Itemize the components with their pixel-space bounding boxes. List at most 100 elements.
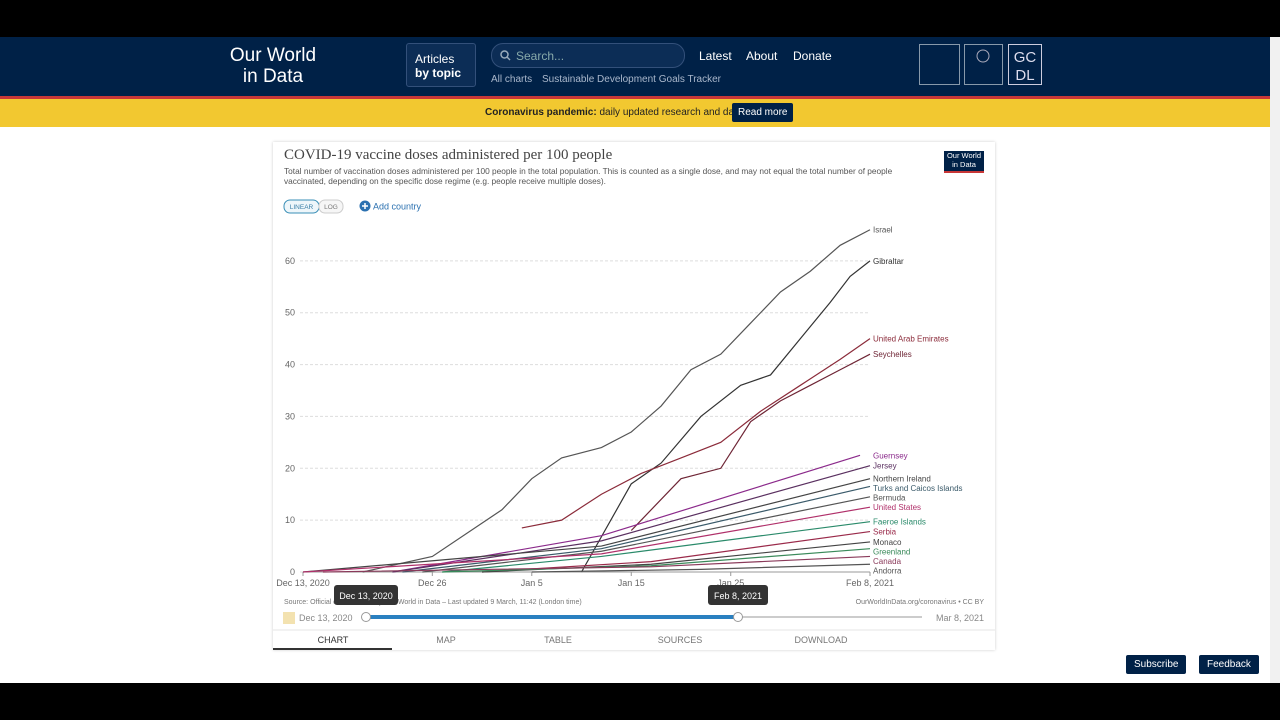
series-label: Serbia [873, 528, 897, 537]
series-label: United States [873, 503, 921, 512]
x-tick-label: Jan 5 [521, 578, 543, 588]
header-accent [0, 96, 1270, 99]
series-line [442, 548, 871, 573]
tab[interactable]: CHART [318, 635, 349, 645]
series-label: Faeroe Islands [873, 518, 926, 527]
tooltip-end [708, 585, 768, 605]
read-more-button[interactable]: Read more [732, 103, 794, 122]
svg-text:DL: DL [1015, 67, 1034, 84]
timeline-start: Dec 13, 2020 [299, 613, 353, 623]
svg-text:GC: GC [1014, 49, 1037, 66]
owid-badge-accent [944, 171, 984, 173]
series-label: Northern Ireland [873, 475, 931, 484]
chart-source: Source: Official data collated by Our Wo… [284, 599, 582, 606]
x-tick-label: Jan 15 [618, 578, 645, 588]
series-label: Greenland [873, 547, 910, 556]
series-label: Gibraltar [873, 257, 904, 266]
series-label: Seychelles [873, 350, 912, 359]
series-line [531, 563, 871, 573]
y-tick-label: 40 [285, 360, 295, 370]
partner-logos: GC DL [919, 44, 1042, 85]
page: Our World in Data Articles by topic Sear… [0, 37, 1270, 683]
sub-link[interactable]: Sustainable Development Goals Tracker [542, 74, 721, 85]
x-tick-label: Feb 8, 2021 [846, 578, 894, 588]
search-box[interactable]: Search... [491, 43, 685, 68]
tabs: CHART MAP TABLE SOURCES DOWNLOAD [273, 635, 848, 650]
site-header: Our World in Data Articles by topic Sear… [0, 37, 1270, 96]
series-line [442, 521, 871, 573]
plot-area: 0 10 20 30 40 50 60 Dec 13, 2020 Dec 26 Jan 5 Jan … [276, 226, 962, 588]
log-label: LOG [324, 204, 338, 211]
search-placeholder: Search... [516, 49, 565, 63]
x-tick-label: Dec 26 [418, 578, 447, 588]
series-line [392, 465, 871, 573]
add-country[interactable]: Add country [373, 202, 422, 212]
log-button[interactable] [318, 199, 344, 214]
tab[interactable]: SOURCES [658, 635, 703, 645]
feedback-button[interactable]: Feedback [1199, 655, 1259, 674]
series-label: Canada [873, 557, 902, 566]
chart-subtitle: Total number of vaccination doses admini… [284, 166, 893, 176]
chart-subtitle: vaccinated, depending on the specific do… [284, 176, 606, 186]
timeline-handle[interactable] [361, 612, 371, 622]
search-icon [500, 50, 511, 61]
play-button[interactable] [283, 612, 295, 624]
by-topic-label: by topic [415, 66, 462, 80]
logo-line: Our World [229, 45, 317, 66]
badge-text: Our World [947, 151, 981, 160]
subscribe-button[interactable]: Subscribe [1126, 655, 1187, 674]
chart-title: COVID-19 vaccine doses administered per … [284, 147, 613, 163]
banner-text: Coronavirus pandemic: daily updated rese… [485, 107, 745, 118]
articles-label: Articles [415, 52, 455, 66]
series-label: Turks and Caicos Islands [873, 484, 963, 493]
series-line [302, 506, 871, 573]
linear-label: LINEAR [290, 204, 314, 211]
series-line [630, 353, 871, 531]
y-tick-label: 20 [285, 463, 295, 473]
series-line [521, 338, 871, 529]
timeline-range [366, 615, 738, 619]
x-tick-label: Jan 25 [717, 578, 744, 588]
series-label: Andorra [873, 566, 902, 575]
series-line [322, 555, 871, 573]
announcement-banner: Coronavirus pandemic: daily updated rese… [0, 99, 1270, 127]
articles-button[interactable]: Articles by topic [406, 43, 476, 87]
series-line [422, 496, 871, 573]
tooltip-end-label: Feb 8, 2021 [714, 591, 762, 601]
owid-badge [944, 151, 984, 173]
y-tick-label: 30 [285, 411, 295, 421]
tab[interactable]: DOWNLOAD [794, 635, 848, 645]
chart-card: COVID-19 vaccine doses administered per … [273, 142, 995, 650]
scrollbar [1270, 37, 1280, 683]
y-tick-label: 10 [285, 515, 295, 525]
site-logo[interactable]: Our World in Data [228, 45, 318, 87]
sub-link[interactable]: All charts [491, 74, 533, 85]
timeline-handle[interactable] [733, 612, 743, 622]
series-label: Israel [873, 226, 893, 235]
badge-text: in Data [952, 160, 977, 169]
y-tick-label: 0 [290, 567, 295, 577]
tooltip-start-label: Dec 13, 2020 [339, 591, 393, 601]
nav-link[interactable]: About [746, 49, 778, 63]
x-tick-label: Dec 13, 2020 [276, 578, 330, 588]
series-label: Bermuda [873, 494, 906, 503]
nav-link[interactable]: Donate [793, 49, 832, 63]
series-line [581, 260, 871, 573]
tab[interactable]: TABLE [544, 635, 572, 645]
series-label: Jersey [873, 462, 897, 471]
banner-bold: Coronavirus pandemic: [485, 107, 597, 118]
series-label: Monaco [873, 538, 902, 547]
series-line [392, 454, 861, 573]
series-line [362, 229, 871, 573]
add-icon-plus [362, 203, 368, 209]
banner-body: daily updated research and data. [599, 107, 746, 118]
series-line [402, 485, 871, 573]
series-label: United Arab Emirates [873, 335, 949, 344]
tab-active-indicator [273, 648, 392, 650]
tab[interactable]: MAP [436, 635, 456, 645]
nav-link[interactable]: Latest [699, 49, 732, 63]
tooltip-start [334, 585, 398, 605]
y-tick-label: 60 [285, 256, 295, 266]
logo-line: in Data [242, 66, 304, 87]
